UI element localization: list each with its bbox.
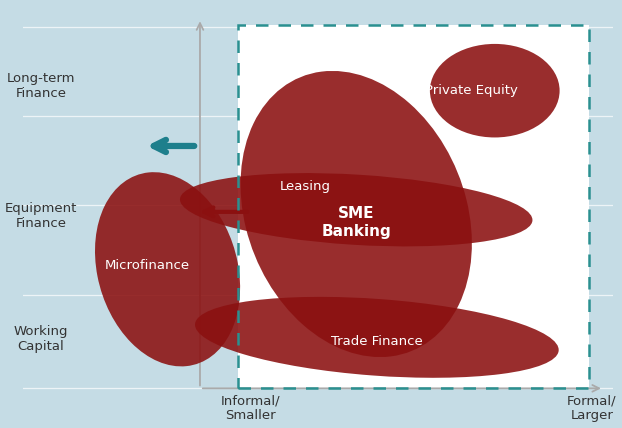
Ellipse shape bbox=[430, 44, 560, 137]
Text: Formal/
Larger: Formal/ Larger bbox=[567, 394, 617, 422]
Text: Working
Capital: Working Capital bbox=[14, 325, 68, 354]
Text: Private Equity: Private Equity bbox=[425, 84, 518, 97]
Ellipse shape bbox=[195, 297, 559, 378]
Text: Trade Finance: Trade Finance bbox=[331, 335, 423, 348]
Ellipse shape bbox=[95, 172, 240, 366]
Text: Leasing: Leasing bbox=[279, 180, 330, 193]
Text: SME
Banking: SME Banking bbox=[322, 206, 391, 239]
Text: Informal/
Smaller: Informal/ Smaller bbox=[220, 394, 280, 422]
Ellipse shape bbox=[241, 71, 472, 357]
Ellipse shape bbox=[180, 173, 532, 247]
Bar bbox=[238, 25, 589, 388]
Text: Long-term
Finance: Long-term Finance bbox=[7, 72, 75, 101]
Text: Equipment
Finance: Equipment Finance bbox=[4, 202, 77, 230]
Text: Microfinance: Microfinance bbox=[104, 259, 190, 271]
Bar bbox=[238, 25, 589, 388]
